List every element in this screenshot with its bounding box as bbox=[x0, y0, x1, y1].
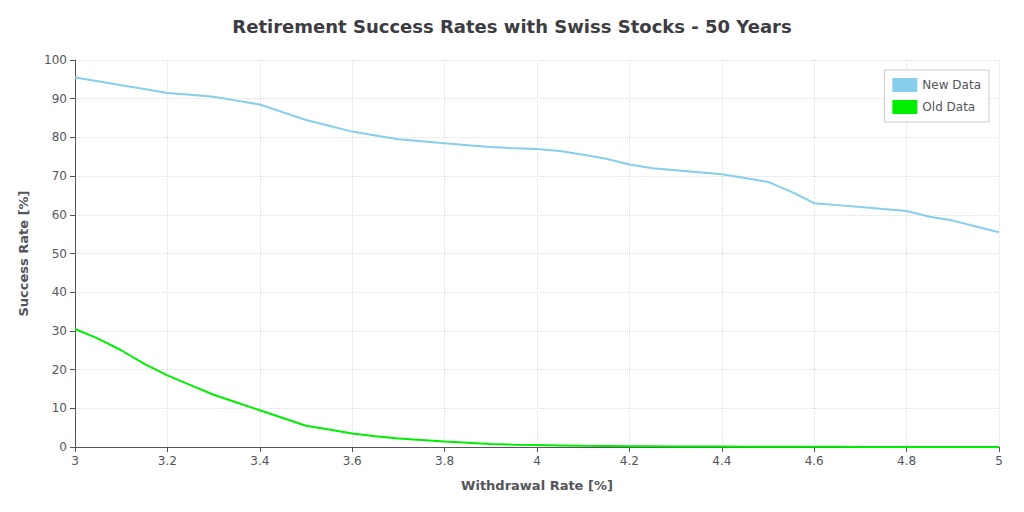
svg-text:4.2: 4.2 bbox=[620, 454, 639, 468]
svg-text:10: 10 bbox=[52, 401, 67, 415]
svg-text:3.8: 3.8 bbox=[435, 454, 454, 468]
svg-text:30: 30 bbox=[52, 324, 67, 338]
svg-text:4: 4 bbox=[533, 454, 541, 468]
svg-text:80: 80 bbox=[52, 130, 67, 144]
svg-text:Success Rate [%]: Success Rate [%] bbox=[16, 190, 31, 316]
svg-text:3.4: 3.4 bbox=[250, 454, 269, 468]
svg-text:50: 50 bbox=[52, 247, 67, 261]
svg-text:Old Data: Old Data bbox=[922, 100, 975, 114]
svg-text:4.4: 4.4 bbox=[712, 454, 731, 468]
svg-text:Retirement Success Rates with: Retirement Success Rates with Swiss Stoc… bbox=[232, 16, 791, 37]
svg-text:Withdrawal Rate [%]: Withdrawal Rate [%] bbox=[461, 478, 613, 493]
svg-text:New Data: New Data bbox=[922, 78, 981, 92]
svg-text:70: 70 bbox=[52, 169, 67, 183]
svg-text:40: 40 bbox=[52, 285, 67, 299]
svg-text:60: 60 bbox=[52, 208, 67, 222]
svg-text:3: 3 bbox=[71, 454, 79, 468]
svg-text:3.2: 3.2 bbox=[158, 454, 177, 468]
svg-text:3.6: 3.6 bbox=[343, 454, 362, 468]
svg-text:100: 100 bbox=[44, 53, 67, 67]
svg-text:90: 90 bbox=[52, 92, 67, 106]
svg-text:5: 5 bbox=[995, 454, 1003, 468]
svg-text:4.6: 4.6 bbox=[805, 454, 824, 468]
svg-text:4.8: 4.8 bbox=[897, 454, 916, 468]
svg-text:20: 20 bbox=[52, 363, 67, 377]
svg-text:0: 0 bbox=[59, 440, 67, 454]
